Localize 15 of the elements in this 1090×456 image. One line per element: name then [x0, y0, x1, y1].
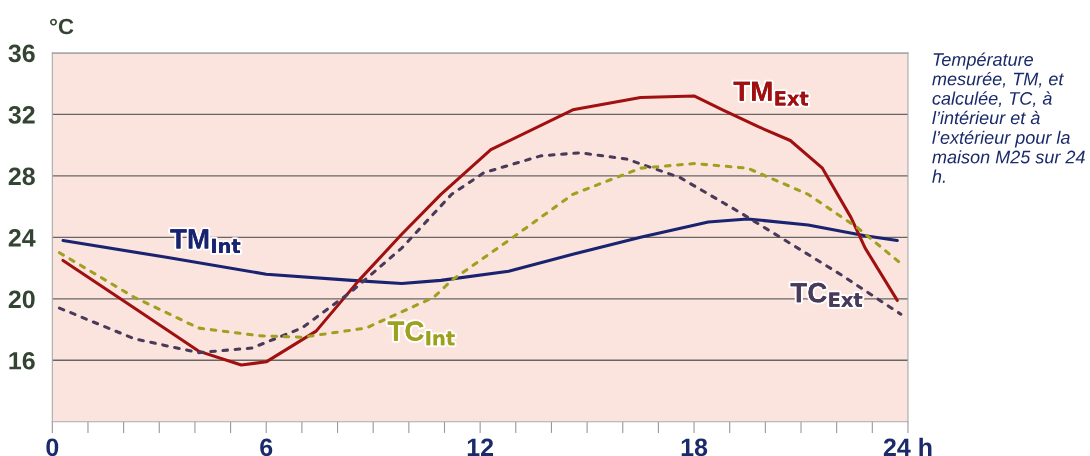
x-tick-label: 0: [46, 438, 59, 456]
y-tick-label: 24: [8, 228, 36, 247]
text: Température mesurée, TM, et calculée, TC, à l’intérieur et à l’extérieur pour la maison M25 sur 24 h.: [932, 52, 1085, 183]
x-tick-label: 12: [467, 438, 494, 456]
y-tick-label: 20: [8, 290, 35, 309]
y-tick-label: 28: [8, 167, 35, 186]
x-tick-label: 6: [260, 438, 273, 456]
series-label: TC$_{Int}$: [387, 321, 455, 346]
y-tick-label: 36: [8, 44, 35, 63]
y-tick-label: 16: [9, 351, 35, 370]
series-label: TM$_{Ext}$: [733, 81, 809, 106]
y-axis-title: °C: [50, 18, 74, 35]
x-tick-label: 24 h: [883, 437, 932, 456]
x-tick-label: 18: [681, 438, 708, 456]
y-tick-label: 32: [8, 105, 35, 124]
